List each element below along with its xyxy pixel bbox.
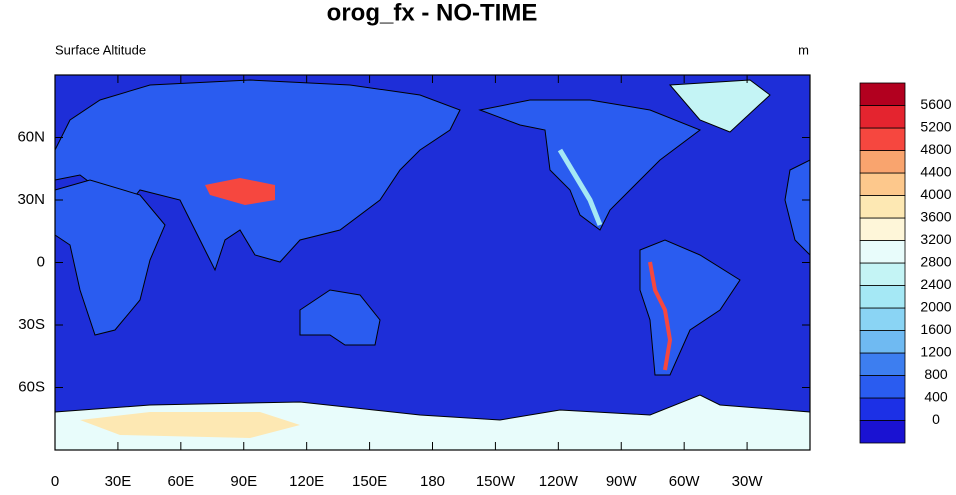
colorbar-box <box>859 262 906 286</box>
colorbar-box <box>859 352 906 376</box>
x-tick-label: 90W <box>606 473 638 490</box>
colorbar-box <box>859 82 906 106</box>
andes <box>648 261 673 371</box>
y-tick-label: 0 <box>37 253 45 270</box>
colorbar-box <box>859 127 906 151</box>
rockies <box>557 148 603 226</box>
y-tick-label: 30N <box>17 191 45 208</box>
colorbar-label: 2000 <box>920 299 951 315</box>
colorbar-label: 3600 <box>920 209 951 225</box>
x-tick-label: 60E <box>167 473 194 490</box>
x-tick-label: 90E <box>230 473 257 490</box>
y-tick-label: 60N <box>17 128 45 145</box>
colorbar-box <box>859 375 906 399</box>
x-tick-label: 30W <box>732 473 764 490</box>
y-tick-label: 60S <box>18 378 45 395</box>
units-label: m <box>798 42 809 57</box>
colorbar-box <box>859 307 906 331</box>
colorbar-label: 2400 <box>920 276 951 292</box>
colorbar-label: 4800 <box>920 141 951 157</box>
colorbar-box <box>859 420 906 444</box>
greenland <box>668 79 771 133</box>
antarctic-plateau <box>80 412 300 438</box>
x-tick-label: 120E <box>289 473 324 490</box>
colorbar-box <box>859 330 906 354</box>
colorbar-box <box>859 105 906 129</box>
title: orog_fx - NO-TIME <box>327 0 538 26</box>
colorbar-box <box>859 172 906 196</box>
colorbar-label: 400 <box>924 389 948 405</box>
tibet <box>205 178 275 205</box>
colorbar-box <box>859 150 906 174</box>
colorbar-label: 2800 <box>920 254 951 270</box>
left-label: Surface Altitude <box>55 42 146 57</box>
y-tick-label: 30S <box>18 316 45 333</box>
x-tick-label: 150E <box>352 473 387 490</box>
colorbar-label: 3200 <box>920 231 951 247</box>
colorbar-label: 0 <box>932 411 940 427</box>
colorbar-box <box>859 217 906 241</box>
australia <box>299 289 381 346</box>
colorbar-label: 5200 <box>920 119 951 135</box>
south-america <box>639 239 741 376</box>
colorbar-box <box>859 240 906 264</box>
colorbar-label: 4000 <box>920 186 951 202</box>
colorbar-label: 800 <box>924 366 948 382</box>
colorbar-label: 4400 <box>920 164 951 180</box>
colorbar-box <box>859 195 906 219</box>
colorbar-box <box>859 285 906 309</box>
colorbar-label: 1600 <box>920 321 951 337</box>
africa <box>54 179 166 336</box>
map-area <box>54 74 811 451</box>
x-tick-label: 0 <box>51 473 59 490</box>
x-tick-label: 120W <box>539 473 579 490</box>
x-tick-label: 30E <box>105 473 132 490</box>
x-tick-label: 60W <box>669 473 701 490</box>
colorbar-label: 1200 <box>920 344 951 360</box>
colorbar-label: 5600 <box>920 96 951 112</box>
europe-edge <box>784 159 811 257</box>
x-tick-label: 150W <box>476 473 516 490</box>
x-tick-label: 180 <box>420 473 445 490</box>
north-america <box>478 99 702 231</box>
colorbar-box <box>859 397 906 421</box>
